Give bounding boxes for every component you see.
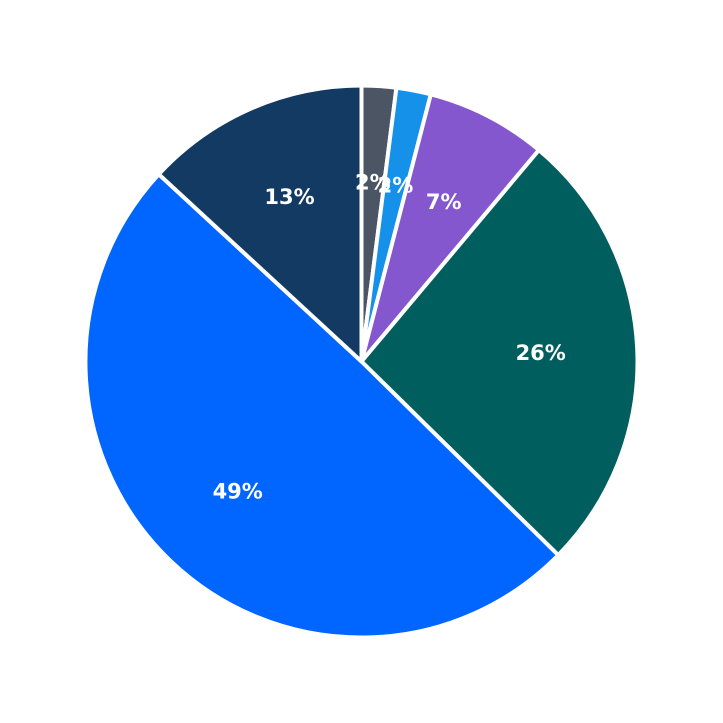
pie-slice-label-3: 26% bbox=[516, 341, 566, 365]
pie-slice-label-0: 2% bbox=[355, 170, 391, 194]
pie-slice-5 bbox=[156, 83, 364, 364]
pie-slice-4 bbox=[83, 172, 561, 640]
pie-slice-label-1: 2% bbox=[378, 173, 414, 197]
slices-layer bbox=[83, 83, 640, 640]
labels-layer: 2%2% 7% 26% 49% 13% bbox=[213, 170, 566, 503]
pie-slice-2 bbox=[359, 92, 541, 364]
pie-slice-label-4: 49% bbox=[213, 479, 263, 503]
pie-slice-label-5: 13% bbox=[264, 185, 314, 209]
pie-slice-label-2: 7% bbox=[426, 190, 462, 214]
pie-slice-3 bbox=[359, 148, 640, 558]
